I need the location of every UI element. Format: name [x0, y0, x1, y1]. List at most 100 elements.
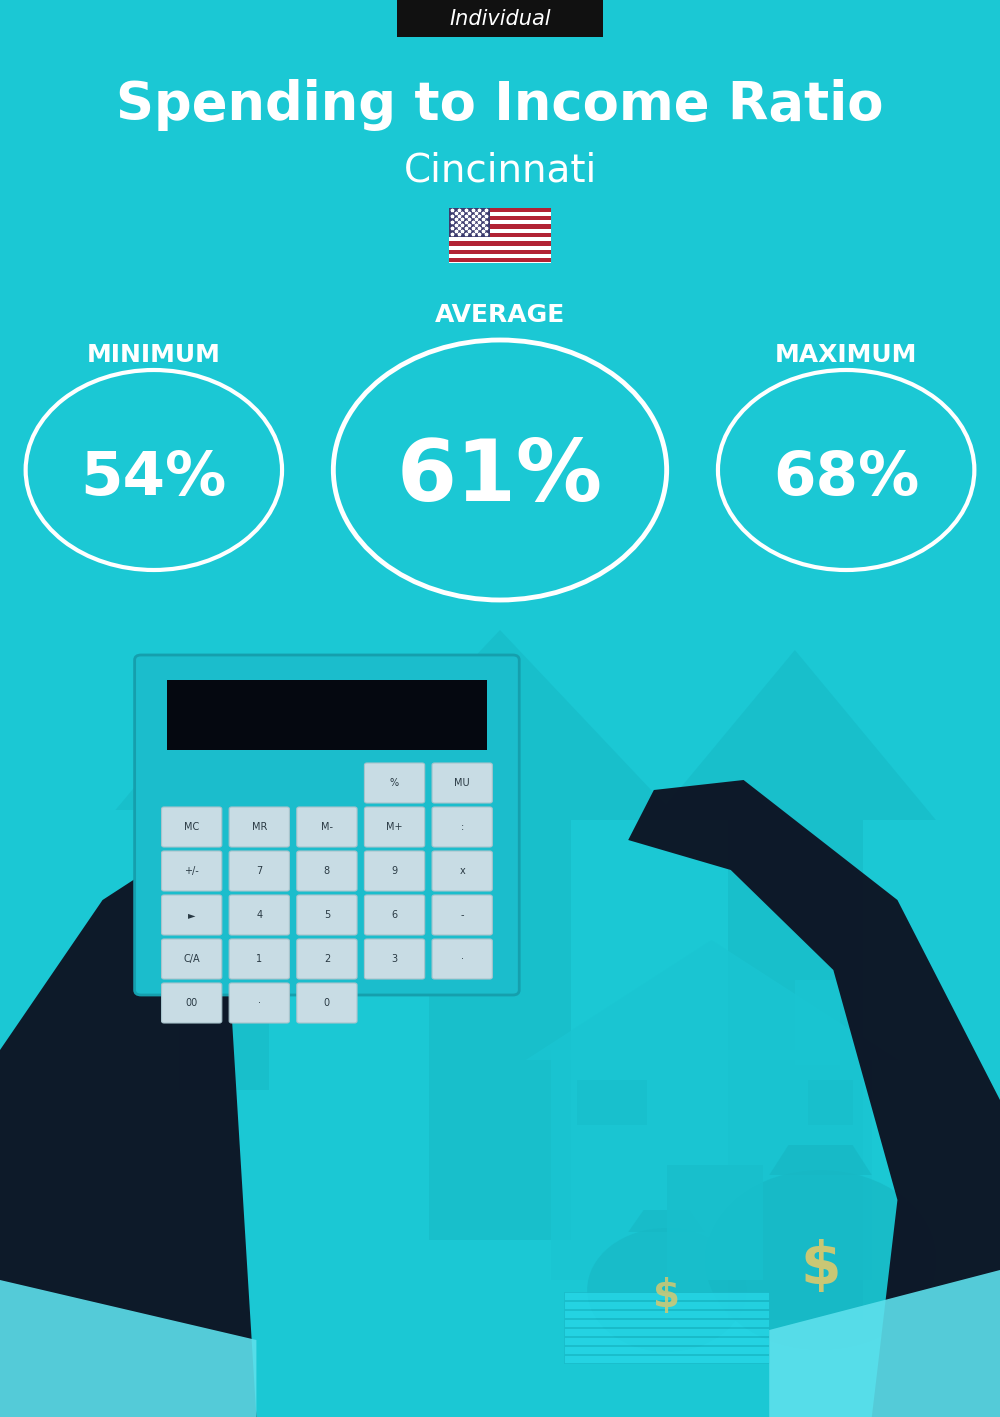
FancyBboxPatch shape	[397, 0, 603, 37]
Bar	[564, 1319, 769, 1326]
FancyBboxPatch shape	[162, 852, 222, 891]
Bar	[551, 1050, 872, 1280]
FancyBboxPatch shape	[432, 762, 492, 803]
FancyBboxPatch shape	[364, 939, 425, 979]
FancyBboxPatch shape	[162, 983, 222, 1023]
Polygon shape	[628, 1210, 705, 1231]
Text: MR: MR	[252, 822, 267, 832]
Polygon shape	[769, 1270, 1000, 1417]
Text: ►: ►	[188, 910, 195, 920]
Text: M+: M+	[386, 822, 403, 832]
Bar	[429, 820, 571, 1240]
Bar	[564, 1355, 769, 1363]
Text: :: :	[461, 822, 464, 832]
FancyBboxPatch shape	[432, 852, 492, 891]
FancyBboxPatch shape	[432, 939, 492, 979]
Text: AVERAGE: AVERAGE	[435, 303, 565, 327]
FancyBboxPatch shape	[364, 808, 425, 847]
Text: 54%: 54%	[81, 449, 227, 507]
Polygon shape	[654, 650, 936, 820]
Text: MINIMUM: MINIMUM	[87, 343, 221, 367]
FancyBboxPatch shape	[364, 896, 425, 935]
FancyBboxPatch shape	[229, 983, 289, 1023]
Text: 6: 6	[391, 910, 398, 920]
Bar	[564, 1346, 769, 1355]
FancyBboxPatch shape	[229, 939, 289, 979]
Polygon shape	[526, 939, 897, 1060]
FancyBboxPatch shape	[297, 896, 357, 935]
Text: 0: 0	[324, 998, 330, 1007]
Text: +/-: +/-	[184, 866, 199, 876]
Text: MAXIMUM: MAXIMUM	[775, 343, 917, 367]
Bar	[564, 1309, 769, 1318]
Text: 68%: 68%	[773, 449, 919, 507]
Circle shape	[705, 1170, 936, 1350]
Text: ·: ·	[461, 954, 464, 964]
FancyBboxPatch shape	[432, 896, 492, 935]
Bar	[449, 241, 551, 245]
FancyBboxPatch shape	[162, 808, 222, 847]
Text: 5: 5	[324, 910, 330, 920]
Text: ·: ·	[258, 998, 261, 1007]
Bar	[167, 680, 487, 750]
Text: $: $	[653, 1277, 680, 1315]
FancyBboxPatch shape	[297, 808, 357, 847]
FancyBboxPatch shape	[297, 939, 357, 979]
FancyBboxPatch shape	[229, 852, 289, 891]
Bar	[449, 249, 551, 254]
Text: 9: 9	[391, 866, 398, 876]
FancyBboxPatch shape	[432, 808, 492, 847]
Bar	[667, 1165, 763, 1280]
Polygon shape	[115, 680, 333, 811]
Text: MU: MU	[454, 778, 470, 788]
Bar	[564, 1338, 769, 1345]
Bar	[449, 207, 490, 237]
Bar	[449, 224, 551, 228]
Bar	[449, 215, 551, 220]
FancyBboxPatch shape	[297, 852, 357, 891]
Text: 2: 2	[324, 954, 330, 964]
Text: %: %	[390, 778, 399, 788]
FancyBboxPatch shape	[364, 762, 425, 803]
Text: 4: 4	[256, 910, 262, 920]
FancyBboxPatch shape	[229, 896, 289, 935]
Bar	[564, 1292, 769, 1299]
Text: MC: MC	[184, 822, 199, 832]
FancyBboxPatch shape	[229, 808, 289, 847]
Bar	[564, 1301, 769, 1309]
Text: 3: 3	[391, 954, 398, 964]
FancyBboxPatch shape	[364, 852, 425, 891]
Polygon shape	[321, 631, 679, 820]
Bar	[577, 1080, 647, 1125]
FancyBboxPatch shape	[162, 939, 222, 979]
Bar	[449, 207, 551, 262]
Polygon shape	[0, 1280, 256, 1417]
Bar	[564, 1328, 769, 1336]
Bar	[449, 232, 551, 237]
Polygon shape	[628, 779, 1000, 1417]
Text: $: $	[800, 1240, 841, 1297]
Text: x: x	[459, 866, 465, 876]
Text: Individual: Individual	[449, 9, 551, 28]
Bar	[449, 207, 551, 211]
Text: 61%: 61%	[397, 436, 603, 520]
Text: M-: M-	[321, 822, 333, 832]
Text: 1: 1	[256, 954, 262, 964]
Text: 00: 00	[186, 998, 198, 1007]
Bar	[795, 981, 840, 1066]
Text: C/A: C/A	[183, 954, 200, 964]
Text: Cincinnati: Cincinnati	[403, 152, 597, 188]
Polygon shape	[256, 740, 487, 850]
FancyBboxPatch shape	[135, 655, 519, 995]
FancyBboxPatch shape	[297, 983, 357, 1023]
Text: 7: 7	[256, 866, 262, 876]
Bar	[179, 811, 269, 1090]
Circle shape	[587, 1229, 746, 1352]
Text: -: -	[460, 910, 464, 920]
Bar	[449, 258, 551, 262]
Text: Spending to Income Ratio: Spending to Income Ratio	[116, 79, 884, 130]
Polygon shape	[769, 1145, 872, 1175]
Polygon shape	[0, 779, 410, 1417]
Bar	[808, 1080, 853, 1125]
Text: 8: 8	[324, 866, 330, 876]
